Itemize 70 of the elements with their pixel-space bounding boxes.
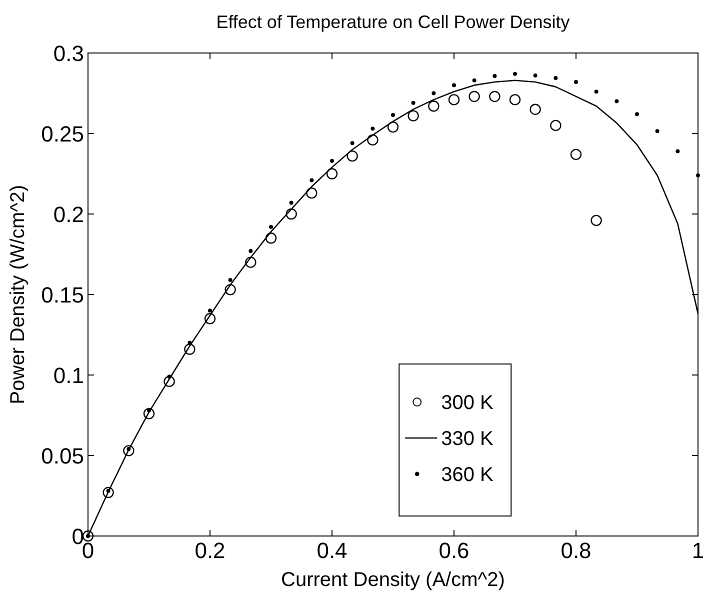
y-tick-label: 0.3 xyxy=(53,41,84,66)
point xyxy=(164,376,175,388)
point xyxy=(387,121,399,133)
point xyxy=(472,78,476,82)
point xyxy=(188,340,192,345)
point xyxy=(428,100,440,112)
x-axis-title: Current Density (A/cm^2) xyxy=(281,569,505,591)
x-tick-label: 1 xyxy=(692,538,703,563)
point xyxy=(82,530,94,542)
point xyxy=(594,90,598,94)
point xyxy=(570,148,582,160)
x-tick-label: 0.2 xyxy=(194,538,226,563)
point xyxy=(245,256,256,268)
x-tick-label: 0.6 xyxy=(438,538,470,563)
point xyxy=(143,408,155,420)
point xyxy=(167,374,172,379)
point xyxy=(184,344,196,355)
point xyxy=(265,232,277,244)
point xyxy=(448,94,460,106)
point xyxy=(102,486,114,498)
point xyxy=(655,129,660,134)
point xyxy=(269,224,273,229)
legend-label: 360 K xyxy=(441,464,494,486)
point xyxy=(289,200,294,205)
point xyxy=(696,173,700,178)
point xyxy=(574,80,578,84)
point xyxy=(676,149,680,154)
point xyxy=(513,72,517,76)
point xyxy=(326,168,338,180)
point xyxy=(590,214,602,226)
point xyxy=(367,134,378,146)
point xyxy=(489,90,500,102)
point xyxy=(330,158,334,163)
point xyxy=(614,99,619,104)
point xyxy=(306,187,318,199)
chart-title: Effect of Temperature on Cell Power Density xyxy=(216,12,570,32)
point xyxy=(248,249,253,254)
x-tick-label: 0.8 xyxy=(560,538,592,563)
point xyxy=(411,100,416,105)
point xyxy=(452,83,456,88)
point xyxy=(370,126,375,131)
point xyxy=(530,104,541,115)
point xyxy=(391,112,395,117)
point xyxy=(509,94,521,106)
point xyxy=(533,74,538,78)
point xyxy=(346,150,358,162)
y-axis-title: Power Density (W/cm^2) xyxy=(7,184,29,404)
point xyxy=(310,178,314,182)
y-tick-label: 0.25 xyxy=(41,122,84,146)
y-tick-label: 0.2 xyxy=(53,202,84,227)
point xyxy=(635,112,639,116)
point xyxy=(550,120,562,132)
point xyxy=(224,284,236,296)
point xyxy=(408,110,419,122)
point xyxy=(350,141,354,146)
legend-label: 300 K xyxy=(441,392,494,414)
point xyxy=(123,445,134,456)
y-tick-label: 0.15 xyxy=(41,282,84,308)
point xyxy=(228,278,232,282)
point xyxy=(208,308,212,313)
x-tick-label: 0.4 xyxy=(316,538,348,563)
y-tick-label: 0.1 xyxy=(53,363,84,388)
point xyxy=(286,208,297,220)
point xyxy=(468,90,480,102)
point xyxy=(432,91,436,96)
y-tick-label: 0.05 xyxy=(41,444,84,468)
point xyxy=(204,313,216,324)
point xyxy=(554,76,558,80)
point xyxy=(492,74,497,78)
legend-label: 330 K xyxy=(441,428,494,450)
